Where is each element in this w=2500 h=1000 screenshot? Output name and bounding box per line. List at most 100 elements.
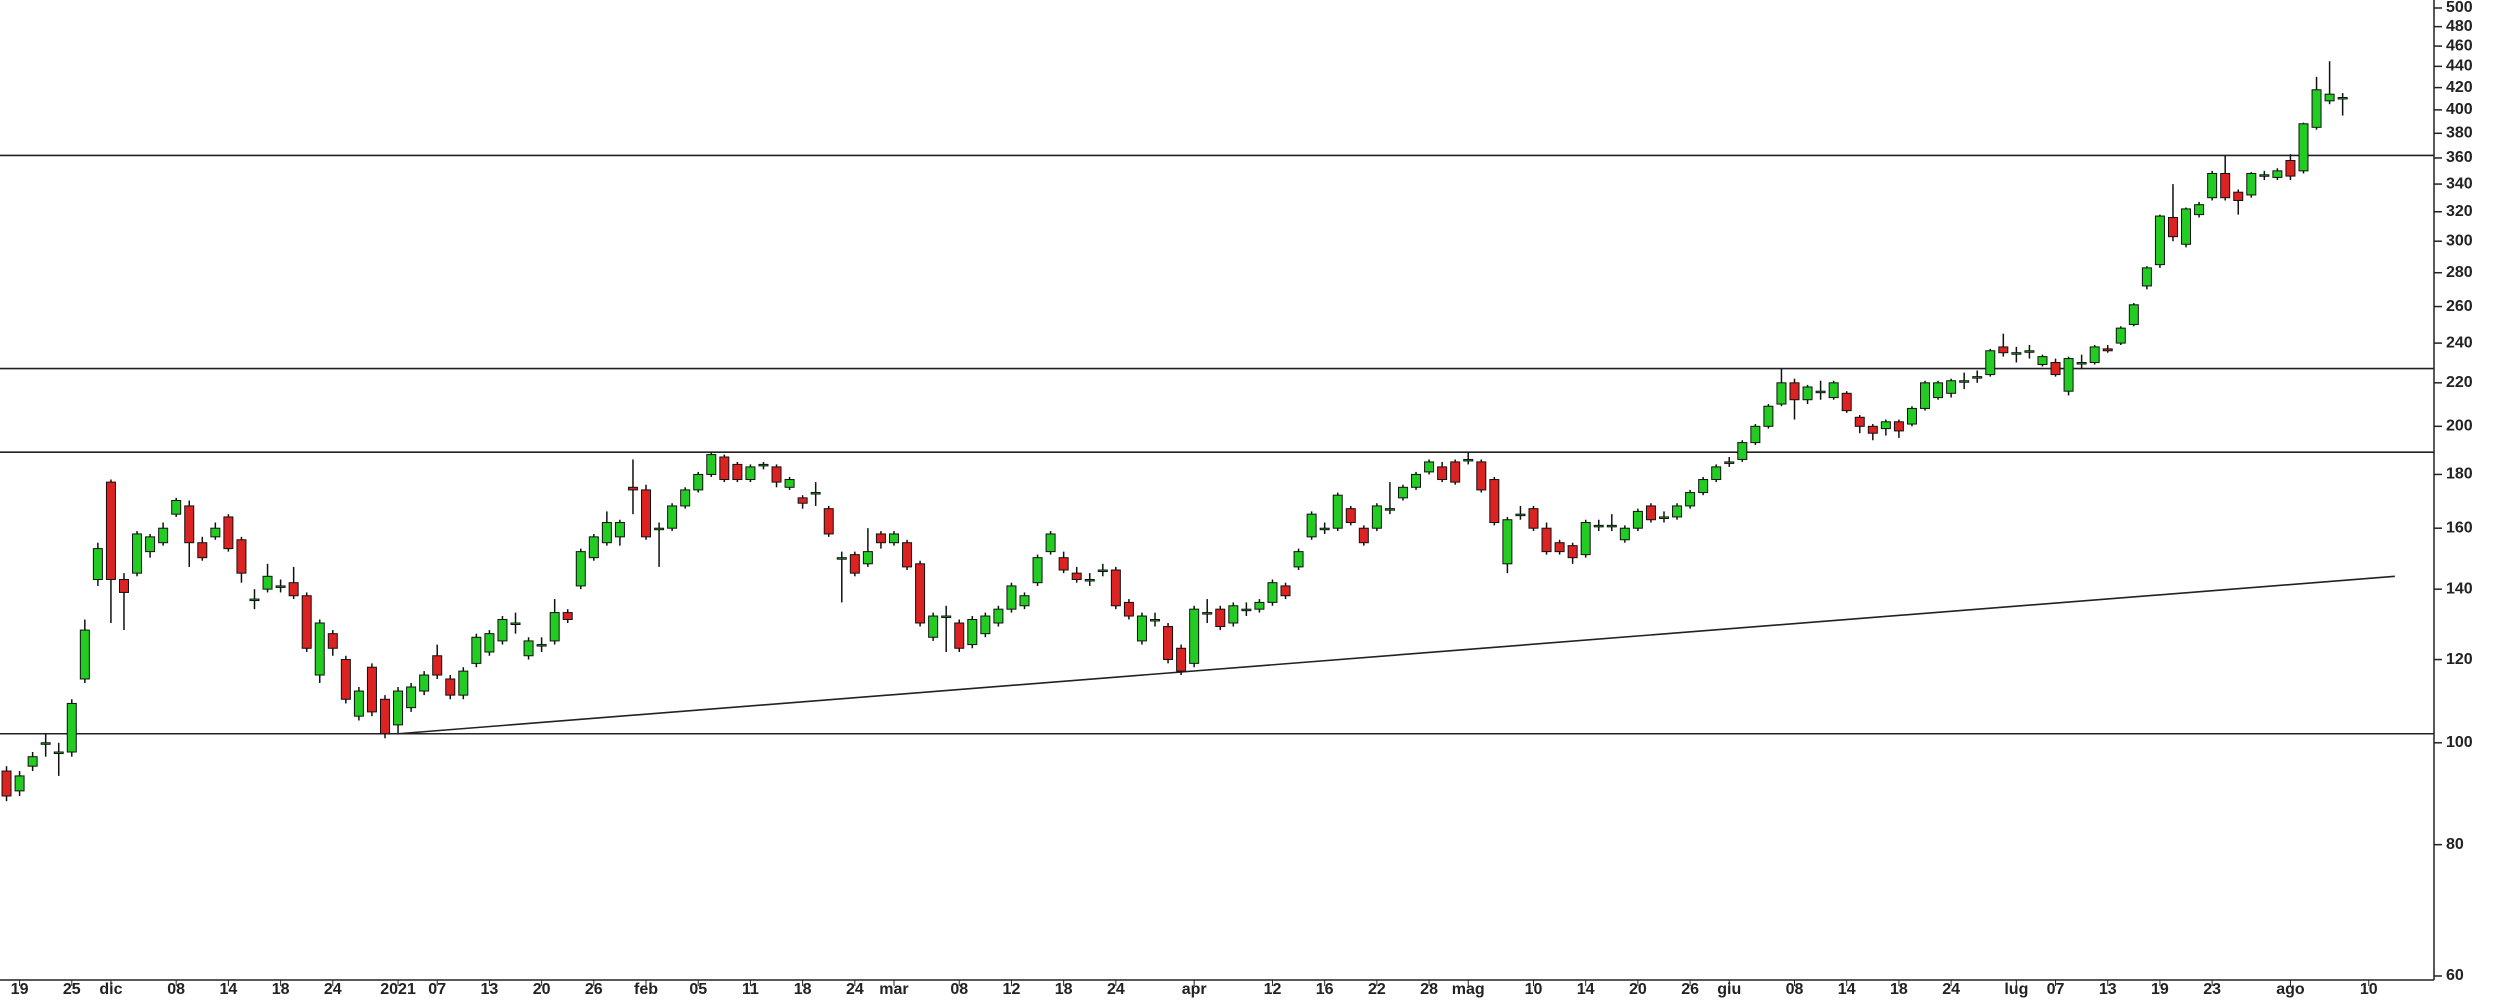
candle-body [627,486,638,491]
x-tick-label: 18 [794,981,812,998]
x-tick-label: 13 [481,981,499,998]
candle-body [1580,522,1591,556]
candle-body [2050,362,2061,376]
x-tick-label: apr [1182,981,1207,998]
y-tick-label: 460 [2446,37,2473,54]
x-tick-label: 10 [1525,981,1543,998]
candle-body [523,640,534,657]
candle-body [2233,191,2244,201]
x-tick-label: 18 [1890,981,1908,998]
x-tick-label: 08 [950,981,968,998]
candle-body [1110,569,1121,607]
y-tick-label: 400 [2446,101,2473,118]
candle-body [1972,376,1983,379]
candle-body [1411,473,1422,488]
x-tick-label: lug [2004,981,2028,998]
candle-body [2115,327,2126,344]
x-tick-label: 07 [428,981,446,998]
y-tick-label: 180 [2446,466,2473,483]
candle-body [1437,466,1448,481]
candle-body [758,463,769,467]
candle-body [2181,208,2192,245]
x-tick-label: mar [879,981,908,998]
candle-body [1189,608,1200,664]
x-tick-label: 24 [846,981,864,998]
candle-body [132,533,143,574]
candle-body [745,466,756,481]
candle-body [262,575,273,590]
candle-body [1985,350,1996,376]
candle-body [1123,601,1134,617]
candle-body [79,629,90,680]
candle-body [510,622,521,626]
x-tick-label: 11 [742,981,759,998]
candle-body [967,619,978,646]
candle-body [158,527,169,544]
candle-body [1515,513,1526,517]
candle-body [340,659,351,700]
candle-body [614,522,625,538]
candle-body [784,479,795,488]
candle-body [1645,505,1656,521]
x-tick-label: 24 [324,981,342,998]
y-tick-label: 380 [2446,125,2473,142]
candle-body [301,595,312,649]
candle-body [53,751,64,755]
candle-body [1032,557,1043,584]
candle-body [928,615,939,638]
candle-body [432,655,443,676]
candle-body [993,608,1004,624]
candle-body [915,563,926,624]
x-tick-label: 12 [1264,981,1282,998]
candle-body [1371,505,1382,529]
x-tick-label: 19 [11,981,29,998]
candle-body [1619,527,1630,541]
candle-body [2246,172,2257,196]
candle-body [314,622,325,676]
candle-body [210,527,221,538]
candle-body [1672,505,1683,518]
candle-body [1202,612,1213,615]
candle-body [2128,304,2139,325]
candle-body [875,533,886,544]
candle-body [1019,595,1030,607]
candle-body [1345,508,1356,524]
candle-body [1802,386,1813,401]
candle-body [954,622,965,649]
candle-body [1176,647,1187,672]
y-tick-label: 500 [2446,0,2473,16]
candle-body [1815,390,1826,394]
candle-body [1084,578,1095,582]
candle-body [445,678,456,696]
x-tick-label: 26 [585,981,603,998]
candle-body [836,557,847,560]
candle-body [797,497,808,504]
x-tick-label: 20 [1629,981,1647,998]
candle-body [1593,524,1604,528]
candle-body [1933,382,1944,399]
candle-body [1867,425,1878,434]
candle-body [1071,572,1082,580]
y-tick-label: 60 [2446,967,2464,984]
candle-body [1045,533,1056,553]
candle-body [1228,605,1239,624]
candle-body [2298,123,2309,172]
candle-body [497,619,508,642]
candle-body [1854,416,1865,427]
candle-body [549,612,560,642]
candle-body [66,702,77,753]
candle-body [1254,601,1265,610]
candle-body [1241,608,1252,612]
y-tick-label: 300 [2446,232,2473,249]
x-tick-label: 08 [1786,981,1804,998]
candle-body [693,473,704,491]
candle-body [1763,405,1774,427]
candle-body [471,636,482,664]
y-tick-label: 140 [2446,580,2473,597]
candle-body [1946,380,1957,394]
candle-body [2024,350,2035,353]
y-tick-label: 280 [2446,264,2473,281]
candle-body [2167,216,2178,238]
candle-body [1906,407,1917,425]
